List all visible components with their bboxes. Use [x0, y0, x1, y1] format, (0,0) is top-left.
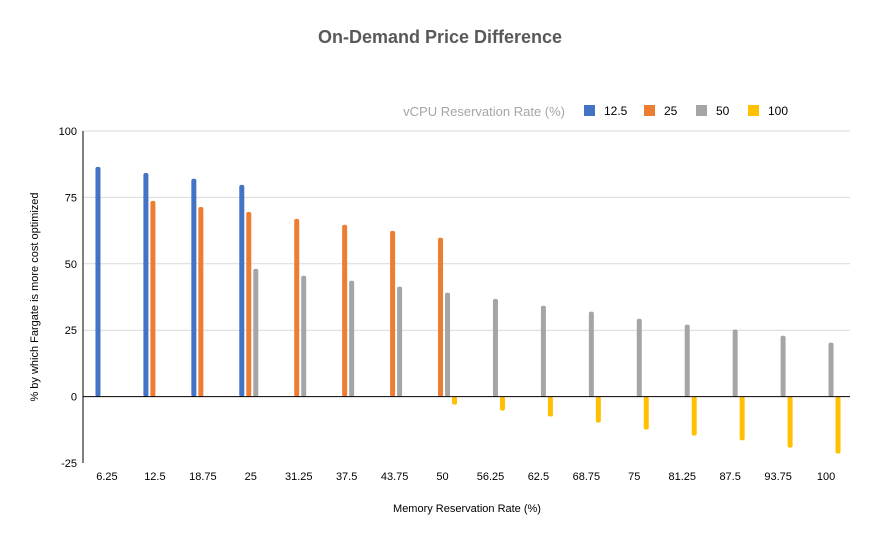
- bar-100: [739, 396, 745, 441]
- bar-25: [246, 212, 252, 397]
- y-tick-label: 100: [59, 126, 77, 138]
- x-tick-label: 75: [628, 471, 640, 483]
- bar-50: [253, 268, 259, 397]
- x-tick-label: 37.5: [336, 471, 357, 483]
- legend-swatch-25: [644, 105, 655, 116]
- legend-label: 25: [664, 104, 678, 118]
- legend-swatch-100: [748, 105, 759, 116]
- bar-12-5: [95, 166, 101, 397]
- bar-50: [780, 335, 786, 397]
- bar-12-5: [143, 172, 149, 397]
- x-tick-label: 12.5: [144, 471, 165, 483]
- bar-50: [636, 318, 642, 397]
- bar-100: [547, 396, 553, 417]
- legend-label: 50: [716, 104, 730, 118]
- bar-12-5: [191, 178, 197, 397]
- bars: [95, 166, 841, 454]
- x-tick-label: 25: [245, 471, 257, 483]
- bar-25: [438, 237, 444, 397]
- x-tick-label: 6.25: [96, 471, 117, 483]
- bar-100: [787, 396, 793, 448]
- x-tick-label: 50: [436, 471, 448, 483]
- bar-12-5: [239, 184, 245, 397]
- bar-50: [397, 286, 403, 397]
- bar-50: [492, 298, 498, 397]
- bar-100: [499, 396, 505, 411]
- axes: 100 75 50 25 0 -25 6.25 12.5 18.75 25 31.25 37.5 43.…: [59, 126, 850, 483]
- legend-title: vCPU Reservation Rate (%): [403, 104, 565, 119]
- x-tick-label: 87.5: [719, 471, 740, 483]
- bar-25: [390, 230, 396, 397]
- bar-25: [342, 224, 348, 397]
- legend-label: 100: [768, 104, 788, 118]
- x-tick-label: 43.75: [381, 471, 409, 483]
- bar-50: [445, 292, 451, 397]
- x-tick-label: 56.25: [477, 471, 505, 483]
- x-tick-label: 68.75: [573, 471, 601, 483]
- y-tick-label: 25: [65, 325, 77, 337]
- bar-100: [691, 396, 697, 436]
- bar-100: [452, 396, 458, 405]
- legend: 12.5 25 50 100: [584, 104, 788, 118]
- bar-50: [588, 311, 594, 397]
- chart-title: On-Demand Price Difference: [318, 27, 562, 47]
- legend-swatch-12-5: [584, 105, 595, 116]
- bar-25: [198, 206, 204, 397]
- bar-25: [150, 200, 156, 397]
- bar-100: [835, 396, 841, 454]
- bar-50: [732, 329, 738, 397]
- y-tick-label: 50: [65, 259, 77, 271]
- y-axis-label: % by which Fargate is more cost optimize…: [29, 192, 41, 401]
- bar-50: [828, 342, 834, 397]
- legend-label: 12.5: [604, 104, 628, 118]
- y-tick-label: 0: [71, 392, 77, 404]
- x-tick-label: 31.25: [285, 471, 313, 483]
- y-tick-label: 75: [65, 192, 77, 204]
- gridlines: [83, 130, 850, 331]
- y-tick-label: -25: [61, 458, 77, 470]
- bar-100: [643, 396, 649, 430]
- x-tick-label: 18.75: [189, 471, 217, 483]
- x-tick-label: 62.5: [528, 471, 549, 483]
- x-tick-label: 81.25: [668, 471, 696, 483]
- x-tick-label: 93.75: [764, 471, 792, 483]
- legend-swatch-50: [696, 105, 707, 116]
- bar-100: [595, 396, 601, 423]
- x-tick-label: 100: [817, 471, 835, 483]
- bar-50: [301, 275, 307, 397]
- bar-50: [684, 324, 690, 397]
- bar-25: [294, 218, 300, 397]
- bar-50: [349, 280, 355, 397]
- x-axis-label: Memory Reservation Rate (%): [393, 503, 541, 515]
- bar-50: [540, 305, 546, 397]
